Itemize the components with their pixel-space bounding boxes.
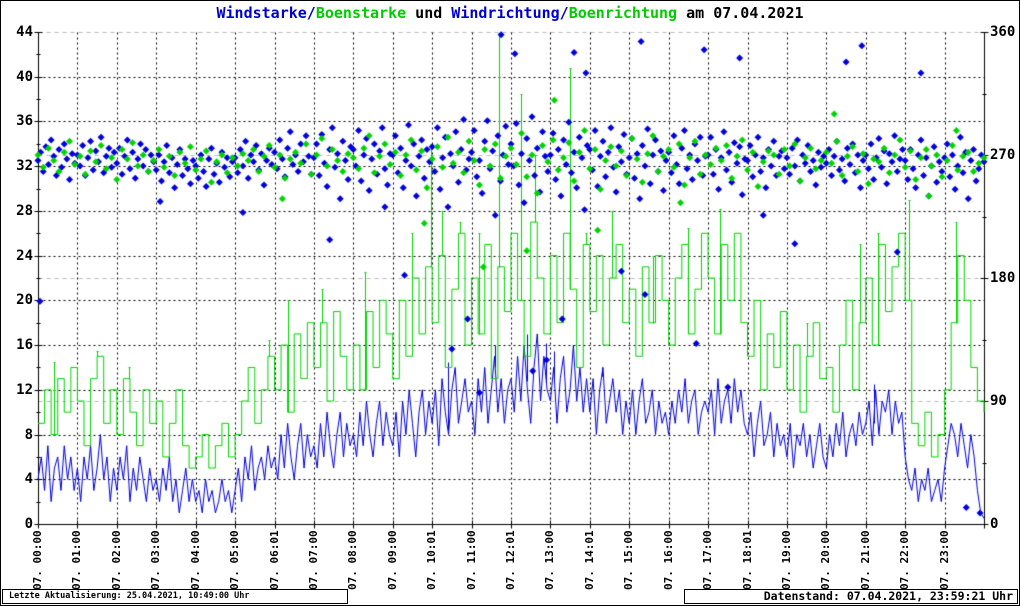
y-left-tick-label: 20 (16, 292, 33, 309)
x-axis-tick-label: 07. 01:00 (70, 530, 84, 590)
title-boenstarke: Boenstarke (315, 4, 407, 22)
title-und: und (406, 4, 452, 22)
y-left-tick-label: 16 (16, 337, 33, 354)
x-axis-tick-label: 07. 15:00 (622, 530, 636, 590)
x-axis-tick-label: 07. 12:01 (504, 530, 517, 590)
chart-title: Windstarke/Boenstarke und Windrichtung/B… (1, 4, 1019, 22)
last-update-stamp: Letzte Aktualisierung: 25.04.2021, 10:49… (2, 589, 348, 604)
y-left-tick-label: 40 (16, 68, 33, 85)
x-axis-tick-label: 07. 00:00 (31, 530, 44, 590)
x-axis-tick-label: 07. 17:00 (701, 530, 715, 590)
title-boenrichtung: Boenrichtung (568, 4, 678, 22)
y-right-tick-label: 270 (990, 147, 1016, 163)
x-axis-tick-label: 07. 06:01 (267, 530, 281, 590)
y-left-tick-label: 8 (24, 426, 33, 443)
y-left-tick-label: 44 (16, 24, 33, 40)
y-left-tick-label: 4 (24, 471, 33, 488)
x-axis-tick-label: 07. 16:00 (661, 530, 675, 590)
x-axis-tick-label: 07. 23:00 (937, 530, 951, 590)
x-axis-tick-label: 07. 08:00 (346, 530, 360, 590)
y-left-tick-label: 0 (24, 516, 33, 532)
x-axis-tick-label: 07. 21:00 (858, 530, 872, 590)
y-left-tick-label: 28 (16, 202, 33, 219)
x-axis-tick-label: 07. 05:00 (228, 530, 242, 590)
x-axis-tick-label: 07. 13:00 (543, 530, 557, 590)
x-axis-tick-label: 07. 14:01 (582, 530, 596, 590)
y-left-tick-label: 12 (16, 381, 33, 398)
y-right-tick-label: 360 (990, 24, 1016, 40)
x-axis-tick-label: 07. 02:00 (109, 530, 123, 590)
x-axis-tick-label: 07. 19:00 (779, 530, 793, 590)
y-left-tick-label: 36 (16, 113, 33, 130)
y-right-tick-label: 180 (990, 270, 1016, 286)
x-axis-tick-label: 07. 22:00 (898, 530, 912, 590)
x-axis-tick-label: 07. 11:00 (464, 530, 478, 590)
y-left-tick-label: 24 (16, 247, 33, 264)
title-windstarke: Windstarke/ (216, 4, 316, 22)
x-axis-tick-label: 07. 09:00 (385, 530, 399, 590)
x-axis-tick-label: 07. 07:00 (306, 530, 320, 590)
y-right-tick-label: 90 (990, 393, 1007, 409)
title-date: am 07.04.2021 (677, 4, 804, 22)
y-right-tick-label: 0 (990, 516, 999, 532)
y-left-tick-label: 32 (16, 158, 33, 175)
x-axis-tick-label: 07. 03:00 (149, 530, 163, 590)
x-axis-tick-label: 07. 18:01 (740, 530, 754, 590)
x-axis-tick-label: 07. 20:00 (819, 530, 833, 590)
data-state-stamp: Datenstand: 07.04.2021, 23:59:21 Uhr (684, 589, 1018, 604)
x-axis-tick-label: 07. 04:00 (188, 530, 202, 590)
x-axis-tick-label: 07. 10:01 (425, 530, 439, 590)
title-windrichtung: Windrichtung/ (451, 4, 569, 22)
